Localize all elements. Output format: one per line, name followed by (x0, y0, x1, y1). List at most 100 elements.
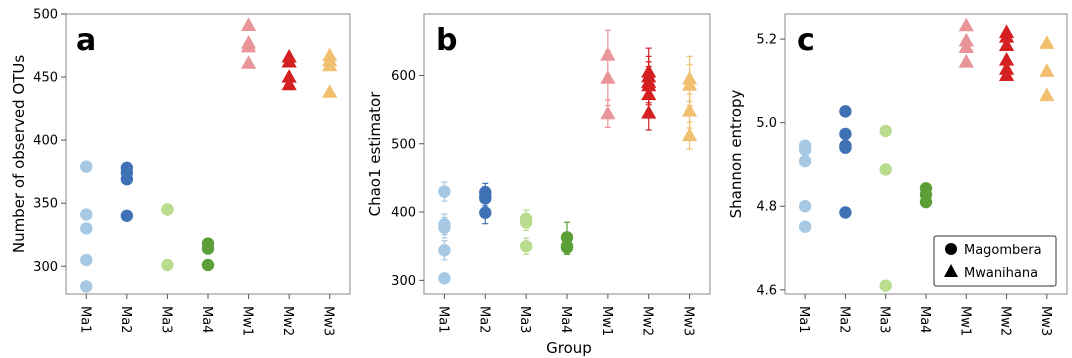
panel-b: 300 400 500 600 Ma1 Ma2 Ma3 Ma4 Mw1 Mw2 Mw3 Chao1 e… (366, 13, 711, 336)
data-point-mw1 (958, 17, 974, 32)
x-tick-label-mw2: Mw2 (280, 306, 295, 336)
x-tick-label-ma1: Ma1 (796, 306, 811, 333)
y-tick-label: 400 (391, 206, 416, 221)
x-tick-label-mw1: Mw1 (957, 306, 972, 336)
x-tick-label-mw3: Mw3 (681, 306, 696, 336)
x-tick-label-ma3: Ma3 (517, 306, 532, 333)
data-point-mw3 (681, 102, 698, 117)
legend-box (933, 235, 1057, 287)
data-point-ma1 (798, 143, 812, 157)
data-point-mw1 (958, 54, 974, 68)
x-tick-label-mw1: Mw1 (240, 306, 255, 336)
x-tick-label-mw1: Mw1 (599, 306, 614, 336)
y-tick-label: 500 (391, 137, 416, 152)
data-point-mw2 (998, 51, 1015, 66)
data-point-ma2 (839, 141, 852, 154)
data-point-ma2 (120, 209, 134, 223)
y-tick-label: 300 (33, 260, 58, 275)
data-point-ma3 (161, 258, 174, 272)
data-point-ma2 (839, 105, 852, 118)
x-tick-label-ma1: Ma1 (435, 306, 450, 333)
data-point-mw3 (1039, 63, 1055, 77)
data-point-mw1 (240, 38, 257, 53)
data-point-ma4 (201, 242, 215, 255)
data-point-ma1 (438, 244, 451, 257)
data-point-ma1 (80, 160, 93, 173)
x-tick-label-ma2: Ma2 (476, 306, 491, 333)
data-point-ma4 (919, 195, 933, 209)
y-tick-label: 300 (391, 274, 416, 289)
data-point-ma1 (80, 280, 93, 293)
data-point-mw2 (641, 86, 657, 101)
y-tick-label: 350 (33, 197, 58, 212)
data-point-mw3 (322, 57, 338, 72)
data-point-mw3 (322, 84, 338, 98)
data-point-mw1 (958, 39, 974, 54)
y-tick-label: 600 (391, 69, 416, 84)
data-point-mw1 (600, 70, 616, 84)
y-tick-label: 4.6 (756, 283, 777, 298)
data-point-mw2 (641, 105, 657, 119)
panels: 300 350 400 450 500 Ma1 Ma2 Ma3 Ma4 Mw1 Mw2 Mw3 Numb… (10, 8, 1068, 336)
x-tick-label-ma2: Ma2 (118, 306, 133, 333)
data-point-ma3 (879, 124, 892, 138)
panel-letter-b: b (436, 23, 457, 58)
data-point-mw2 (998, 37, 1015, 51)
data-point-mw1 (240, 17, 257, 31)
data-point-ma3 (519, 239, 533, 253)
x-tick-label-mw3: Mw3 (321, 306, 336, 336)
data-point-ma2 (479, 192, 492, 205)
data-point-mw3 (1039, 35, 1055, 49)
data-point-mw1 (240, 55, 257, 69)
legend: Magombera Mwanihana (933, 235, 1057, 287)
data-point-mw3 (1039, 87, 1055, 102)
data-point-ma1 (798, 220, 812, 233)
x-tick-label-mw3: Mw3 (1038, 306, 1053, 336)
x-tick-label-ma2: Ma2 (836, 306, 851, 333)
data-point-mw2 (281, 69, 297, 83)
x-tick-label-ma3: Ma3 (158, 306, 173, 333)
data-point-ma1 (438, 185, 451, 198)
y-tick-label: 5.2 (756, 33, 777, 48)
x-tick-label-ma4: Ma4 (558, 306, 573, 333)
panel-letter-a: a (76, 23, 96, 58)
legend-label-mwanihana: Mwanihana (964, 266, 1038, 281)
legend-marker-mwanihana (944, 264, 958, 277)
data-point-mw2 (281, 53, 297, 68)
legend-label-magombera: Magombera (964, 243, 1042, 258)
data-point-ma1 (438, 272, 451, 285)
data-point-ma3 (161, 203, 174, 216)
x-tick-label-ma1: Ma1 (77, 306, 92, 333)
data-point-ma2 (120, 173, 134, 186)
panel-c: 4.6 4.8 5.0 5.2 Ma1 Ma2 Ma3 Ma4 Mw1 Mw2 Mw3 Shannon… (727, 13, 1068, 336)
data-point-ma1 (798, 200, 812, 213)
x-tick-label-mw2: Mw2 (640, 306, 655, 336)
data-point-mw3 (681, 127, 698, 142)
data-point-ma2 (839, 206, 852, 219)
data-point-ma3 (879, 279, 892, 292)
x-axis-label: Group (546, 339, 592, 357)
data-point-ma3 (519, 216, 533, 229)
x-tick-label-mw2: Mw2 (998, 306, 1013, 336)
data-point-ma1 (80, 253, 93, 267)
data-point-ma3 (879, 163, 892, 176)
y-axis-label: Shannon entropy (727, 90, 745, 219)
data-point-mw2 (998, 28, 1015, 43)
data-point-ma2 (479, 206, 492, 219)
y-tick-label: 4.8 (756, 200, 777, 215)
y-tick-label: 500 (33, 8, 58, 23)
x-tick-label-ma4: Ma4 (917, 306, 932, 333)
panel-a: 300 350 400 450 500 Ma1 Ma2 Ma3 Ma4 Mw1 Mw2 Mw3 Numb… (10, 8, 351, 336)
data-point-ma2 (839, 127, 852, 141)
data-point-ma4 (201, 258, 215, 272)
data-point-mw3 (681, 77, 698, 91)
y-axis-label: Chao1 estimator (366, 91, 384, 217)
data-point-ma1 (798, 154, 812, 168)
data-point-mw2 (998, 67, 1015, 82)
data-point-ma1 (80, 222, 93, 235)
data-point-ma1 (80, 208, 93, 221)
data-point-mw2 (281, 76, 297, 91)
data-point-ma1 (438, 221, 451, 234)
y-tick-label: 400 (33, 134, 58, 149)
